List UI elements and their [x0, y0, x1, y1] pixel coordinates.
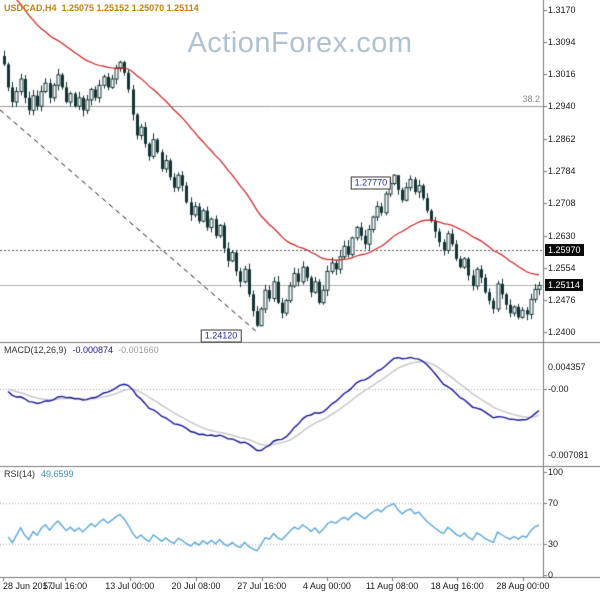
price-axis-label: 1.2708: [548, 198, 576, 209]
rsi-axis-label: 30: [548, 539, 559, 550]
chart-title: USDCAD,H4 1.25075 1.25152 1.25070 1.25114: [4, 3, 204, 13]
ohlc-values: 1.25075 1.25152 1.25070 1.25114: [61, 3, 199, 13]
price-marker-high: 1.27770: [350, 176, 392, 190]
rsi-axis-label: 100: [548, 467, 564, 477]
macd-main-value: -0.000874: [72, 345, 114, 355]
time-axis-label: 20 Jul 08:00: [171, 581, 221, 591]
rsi-axis-label: 0: [548, 570, 554, 580]
price-axis-label: 1.2400: [548, 327, 576, 337]
macd-label: MACD(12,26,9): [4, 345, 67, 355]
price-axis-label: 1.2940: [548, 101, 576, 112]
price-axis-label: 1.2630: [548, 230, 576, 241]
price-axis-label: 1.2784: [548, 166, 576, 177]
price-axis-label: 1.2554: [548, 262, 576, 273]
time-axis-label: 28 Jun 2017: [2, 581, 53, 591]
macd-axis-max-label: 0.004357: [548, 362, 586, 372]
time-axis-label: 11 Aug 08:00: [365, 581, 419, 591]
time-axis-label: 13 Jul 00:00: [105, 581, 155, 591]
time-axis-label: 4 Aug 00:00: [302, 581, 351, 591]
price-axis-label: 1.3016: [548, 69, 576, 80]
fib-382-level-label: 38.2: [522, 94, 540, 105]
watermark-text: ActionForex.com: [187, 27, 413, 59]
time-axis-label: 28 Aug 00:00: [496, 581, 550, 591]
rsi-axis-label: 70: [548, 497, 559, 508]
macd-signal-value: -0.001660: [118, 345, 159, 355]
time-axis-label: 18 Aug 16:00: [430, 581, 484, 591]
price-marker-low: 1.24120: [200, 329, 242, 343]
price-flag-current-price: 1.25114: [545, 279, 583, 292]
rsi-indicator-header: RSI(14) 49.6599: [4, 469, 74, 479]
price-axis-label: 1.3170: [548, 5, 576, 15]
price-flag-resistance: 1.25970: [545, 243, 584, 256]
price-axis-label: 1.2862: [548, 133, 576, 144]
rsi-value: 49.6599: [41, 469, 74, 479]
macd-axis-min-label: -0.007081: [548, 450, 589, 460]
rsi-label: RSI(14): [4, 469, 36, 479]
symbol-timeframe-label: USDCAD,H4: [4, 3, 57, 13]
price-axis-label: 1.3094: [548, 36, 576, 47]
price-axis-label: 1.2476: [548, 295, 576, 306]
macd-axis-zero-label: -0.00: [548, 383, 569, 394]
time-axis-label: 5 Jul 16:00: [43, 581, 88, 591]
time-axis-label: 27 Jul 16:00: [237, 581, 287, 591]
macd-indicator-header: MACD(12,26,9) -0.000874 -0.001660: [4, 345, 159, 355]
